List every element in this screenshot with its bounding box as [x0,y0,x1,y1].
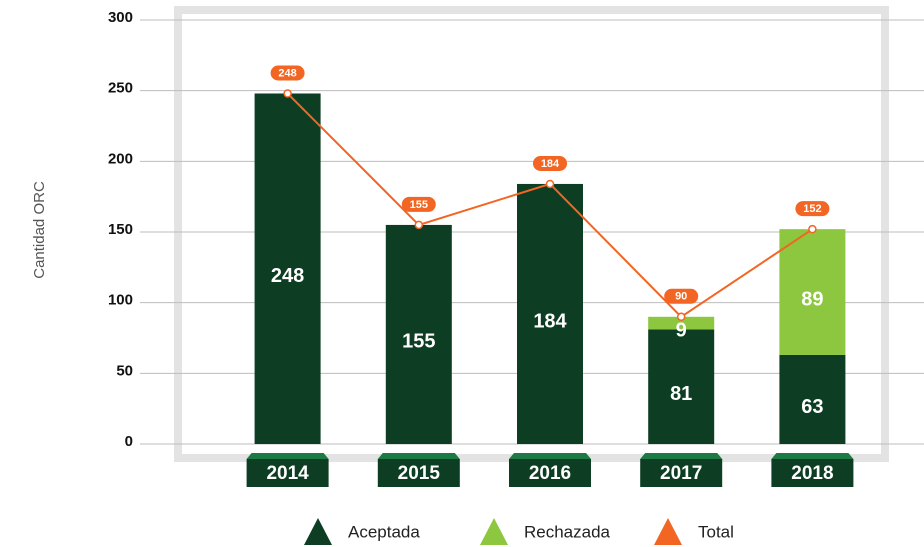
total-point [283,89,292,98]
y-tick-label: 250 [108,80,133,97]
legend-marker [304,518,332,545]
category-box-top [771,453,854,459]
legend-marker [654,518,682,545]
total-point [808,224,817,234]
total-value-label: 184 [541,158,560,170]
category-box [246,459,329,487]
total-label-pill [533,155,567,171]
bar-segment [385,224,452,444]
x-tick-label: 2014 [266,463,309,484]
y-tick-label: 100 [108,292,133,309]
y-tick-label: 0 [125,433,133,450]
total-label-pill [401,196,436,212]
bar-value-label: 63 [801,396,823,418]
y-tick-label: 300 [108,9,133,26]
legend-label: Rechazada [524,522,611,541]
x-tick-label: 2018 [791,463,833,484]
bar-segment [648,329,715,444]
total-label-pill [795,201,830,217]
bar-segment [254,93,321,444]
bar-value-label: 89 [801,288,823,310]
category-box [377,459,460,487]
bar-segment [648,316,715,330]
y-axis-label: Cantidad ORC [31,181,48,279]
category-box [509,459,591,487]
total-value-label: 155 [410,199,428,211]
bar-value-label: 81 [670,383,692,405]
bar-segment [779,229,846,355]
category-box-top [246,453,329,459]
total-value-label: 90 [675,291,687,303]
total-point [414,220,424,230]
bar-segment [779,354,846,444]
bar-value-label: 184 [533,310,567,332]
y-tick-label: 150 [108,221,133,238]
legend-label: Total [698,522,734,541]
category-box-top [640,453,723,459]
category-box [771,459,854,487]
total-value-label: 248 [278,67,296,79]
category-box [640,459,723,487]
y-tick-label: 50 [116,362,133,379]
total-point [676,312,686,322]
total-value-label: 152 [803,203,821,215]
legend-marker [480,518,508,545]
y-tick-label: 200 [108,150,133,167]
legend-label: Aceptada [348,522,420,541]
bar-value-label: 248 [271,265,304,287]
x-tick-label: 2015 [398,463,441,484]
total-label-pill [664,288,699,304]
total-point [545,179,555,189]
bar-segment [517,183,583,445]
bar-value-label: 9 [676,319,687,341]
category-box-top [377,453,460,459]
category-box-top [509,453,591,459]
bar-value-label: 155 [402,331,435,353]
x-tick-label: 2017 [660,463,702,484]
x-tick-label: 2016 [529,463,571,484]
total-label-pill [270,65,305,81]
